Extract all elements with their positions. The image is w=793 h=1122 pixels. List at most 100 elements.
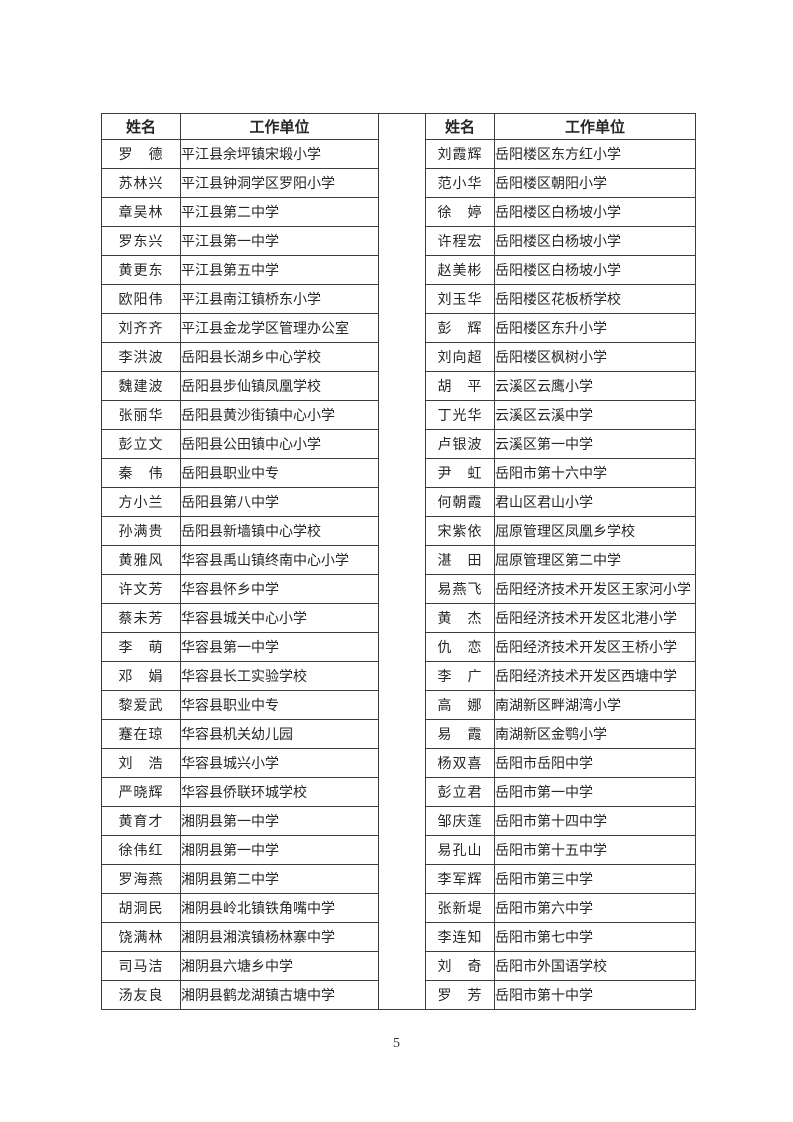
table-row: 黄育才 湘阴县第一中学 邹庆莲 岳阳市第十四中学 [101,806,696,836]
name-cell: 易孔山 [425,835,495,865]
unit-cell: 云溪区第一中学 [494,429,696,459]
unit-cell: 岳阳楼区东升小学 [494,313,696,343]
unit-cell: 湘阴县第一中学 [180,806,379,836]
unit-cell: 岳阳县公田镇中心小学 [180,429,379,459]
unit-cell: 岳阳市第十中学 [494,980,696,1010]
unit-cell: 云溪区云鹰小学 [494,371,696,401]
name-cell: 孙满贵 [101,516,181,546]
name-cell: 李洪波 [101,342,181,372]
unit-cell: 岳阳楼区白杨坡小学 [494,226,696,256]
unit-cell: 平江县南江镇桥东小学 [180,284,379,314]
unit-cell: 南湖新区金鹗小学 [494,719,696,749]
unit-cell: 华容县机关幼儿园 [180,719,379,749]
name-cell: 黄雅风 [101,545,181,575]
table-row: 黎爱武 华容县职业中专 高 娜南湖新区畔湖湾小学 [101,690,696,720]
name-cell: 黄 杰 [425,603,495,633]
name-cell: 邓 娟 [101,661,181,691]
name-cell: 张丽华 [101,400,181,430]
table-header-row: 姓名 工作单位 姓名 工作单位 [101,113,696,1010]
unit-cell: 湘阴县第二中学 [180,864,379,894]
name-cell: 饶满林 [101,922,181,952]
table-row: 刘齐齐 平江县金龙学区管理办公室 彭 辉岳阳楼区东升小学 [101,313,696,343]
name-cell: 李连知 [425,922,495,952]
name-cell: 刘齐齐 [101,313,181,343]
name-cell: 黄更东 [101,255,181,285]
unit-cell: 岳阳经济技术开发区王家河小学 [494,574,696,604]
page-number: 5 [393,1036,400,1051]
unit-cell: 岳阳市岳阳中学 [494,748,696,778]
right-name-column-header: 姓名 [425,113,495,140]
unit-cell: 岳阳楼区白杨坡小学 [494,197,696,227]
name-cell: 胡 平 [425,371,495,401]
unit-cell: 岳阳县步仙镇凤凰学校 [180,371,379,401]
unit-cell: 岳阳楼区朝阳小学 [494,168,696,198]
name-cell: 严晓辉 [101,777,181,807]
table-row: 方小兰 岳阳县第八中学 何朝霞 君山区君山小学 [101,487,696,517]
unit-cell: 云溪区云溪中学 [494,400,696,430]
name-cell: 彭 辉 [425,313,495,343]
name-cell: 刘玉华 [425,284,495,314]
unit-cell: 岳阳经济技术开发区北港小学 [494,603,696,633]
name-cell: 易 霞 [425,719,495,749]
unit-cell: 南湖新区畔湖湾小学 [494,690,696,720]
unit-cell: 岳阳县新墙镇中心学校 [180,516,379,546]
name-cell: 徐 婷 [425,197,495,227]
table-row: 许文芳 华容县怀乡中学 易燕飞 岳阳经济技术开发区王家河小学 [101,574,696,604]
table-row: 汤友良 湘阴县鹤龙湖镇古塘中学 罗 芳岳阳市第十中学 [101,980,696,1010]
roster-table: 姓名 工作单位 姓名 工作单位 罗 德平江县余坪镇宋塅小学 刘霞辉 岳阳楼区东方红小… [101,113,696,1010]
name-cell: 易燕飞 [425,574,495,604]
unit-cell: 岳阳县第八中学 [180,487,379,517]
name-cell: 罗东兴 [101,226,181,256]
table-row: 罗 德平江县余坪镇宋塅小学 刘霞辉 岳阳楼区东方红小学 [101,139,696,169]
table-row: 饶满林 湘阴县湘滨镇杨林寨中学 李连知 岳阳市第七中学 [101,922,696,952]
name-cell: 李 萌 [101,632,181,662]
name-cell: 宋紫依 [425,516,495,546]
name-cell: 蔡未芳 [101,603,181,633]
table-row: 胡洞民 湘阴县岭北镇铁角嘴中学 张新堤 岳阳市第六中学 [101,893,696,923]
name-cell: 蹇在琼 [101,719,181,749]
unit-cell: 平江县余坪镇宋塅小学 [180,139,379,169]
name-cell: 丁光华 [425,400,495,430]
table-row: 邓 娟华容县长工实验学校 李 广岳阳经济技术开发区西塘中学 [101,661,696,691]
name-cell: 汤友良 [101,980,181,1010]
unit-cell: 岳阳市第三中学 [494,864,696,894]
unit-cell: 岳阳楼区枫树小学 [494,342,696,372]
name-cell: 邹庆莲 [425,806,495,836]
name-cell: 高 娜 [425,690,495,720]
name-cell: 罗 德 [101,139,181,169]
name-cell: 胡洞民 [101,893,181,923]
table-row: 蹇在琼 华容县机关幼儿园 易 霞南湖新区金鹗小学 [101,719,696,749]
unit-cell: 岳阳楼区东方红小学 [494,139,696,169]
unit-cell: 岳阳经济技术开发区西塘中学 [494,661,696,691]
name-cell: 苏林兴 [101,168,181,198]
name-cell: 许程宏 [425,226,495,256]
unit-cell: 岳阳市第七中学 [494,922,696,952]
unit-cell: 华容县禹山镇终南中心小学 [180,545,379,575]
unit-cell: 湘阴县鹤龙湖镇古塘中学 [180,980,379,1010]
unit-cell: 岳阳县长湖乡中心学校 [180,342,379,372]
unit-cell: 岳阳市第十五中学 [494,835,696,865]
name-cell: 赵美彬 [425,255,495,285]
unit-cell: 岳阳楼区白杨坡小学 [494,255,696,285]
unit-cell: 华容县怀乡中学 [180,574,379,604]
name-cell: 彭立文 [101,429,181,459]
name-cell: 范小华 [425,168,495,198]
unit-cell: 岳阳经济技术开发区王桥小学 [494,632,696,662]
name-cell: 许文芳 [101,574,181,604]
unit-cell: 湘阴县第一中学 [180,835,379,865]
table-row: 罗东兴 平江县第一中学 许程宏 岳阳楼区白杨坡小学 [101,226,696,256]
unit-cell: 岳阳市第十六中学 [494,458,696,488]
name-cell: 湛 田 [425,545,495,575]
table-row: 徐伟红 湘阴县第一中学 易孔山 岳阳市第十五中学 [101,835,696,865]
unit-cell: 君山区君山小学 [494,487,696,517]
name-cell: 张新堤 [425,893,495,923]
name-cell: 何朝霞 [425,487,495,517]
unit-cell: 岳阳市第六中学 [494,893,696,923]
table-row: 彭立文 岳阳县公田镇中心小学 卢银波 云溪区第一中学 [101,429,696,459]
unit-cell: 岳阳楼区花板桥学校 [494,284,696,314]
unit-cell: 屈原管理区第二中学 [494,545,696,575]
unit-cell: 岳阳县职业中专 [180,458,379,488]
unit-cell: 平江县第五中学 [180,255,379,285]
table-spacer-column [378,113,426,1010]
